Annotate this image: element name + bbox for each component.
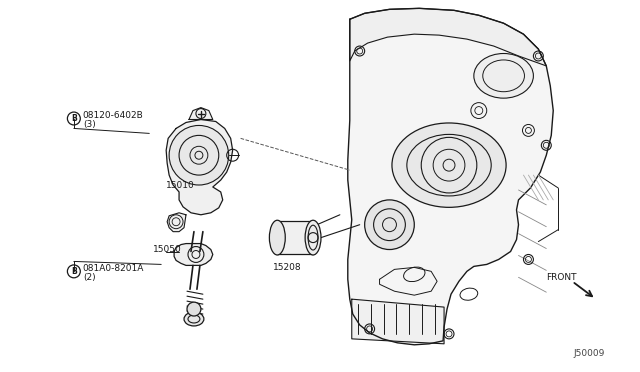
Circle shape [169, 125, 228, 185]
Text: FRONT: FRONT [547, 273, 577, 282]
Text: 15208: 15208 [273, 263, 302, 272]
Text: 15010: 15010 [166, 180, 195, 189]
Ellipse shape [184, 312, 204, 326]
Circle shape [187, 302, 201, 316]
Text: 08120-6402B: 08120-6402B [83, 111, 143, 120]
Text: (2): (2) [83, 273, 95, 282]
Ellipse shape [305, 220, 321, 255]
Polygon shape [350, 8, 547, 66]
Polygon shape [352, 299, 444, 344]
Text: B: B [71, 114, 77, 123]
Polygon shape [166, 119, 233, 215]
Ellipse shape [474, 54, 533, 98]
Polygon shape [174, 244, 213, 265]
Polygon shape [348, 8, 553, 345]
Polygon shape [189, 108, 213, 119]
Text: 081A0-8201A: 081A0-8201A [83, 264, 144, 273]
Text: (3): (3) [83, 120, 95, 129]
Text: 15050: 15050 [153, 245, 182, 254]
Ellipse shape [392, 123, 506, 207]
Text: B: B [71, 267, 77, 276]
Polygon shape [277, 221, 313, 254]
Circle shape [365, 200, 414, 250]
Polygon shape [167, 213, 186, 232]
Ellipse shape [269, 220, 285, 255]
Text: J50009: J50009 [573, 349, 604, 358]
